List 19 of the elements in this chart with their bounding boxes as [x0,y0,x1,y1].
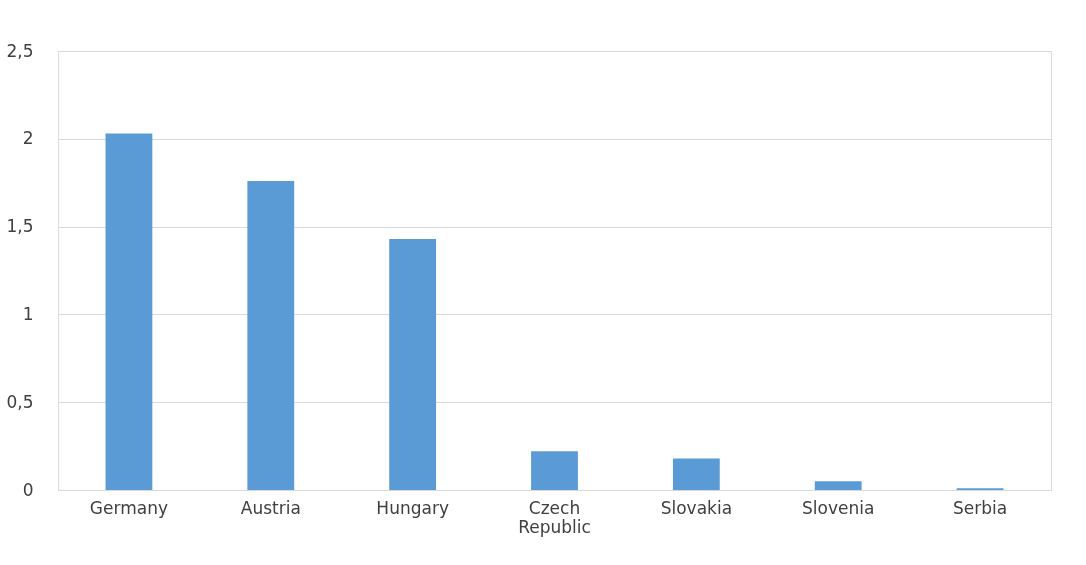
x-tick-label: Germany [89,497,168,518]
x-tick-label: Czech Republic [518,497,591,537]
y-tick-label: 2 [22,128,34,149]
y-tick-label: 1,5 [6,216,34,237]
bar [105,133,153,490]
y-tick-label: 1 [22,303,34,324]
bar [672,458,720,490]
y-tick-label: 2,5 [6,40,34,61]
bar [389,238,437,490]
x-tick-label: Hungary [376,497,449,518]
y-tick-label: 0 [22,479,34,500]
x-tick-label: Slovenia [802,497,875,518]
x-tick-label: Slovakia [660,497,733,518]
bar [814,481,862,490]
x-tick-label: Austria [240,497,301,518]
bar [247,180,295,490]
bar [531,451,578,490]
y-tick-label: 0,5 [6,391,34,412]
x-tick-label: Serbia [952,497,1008,518]
